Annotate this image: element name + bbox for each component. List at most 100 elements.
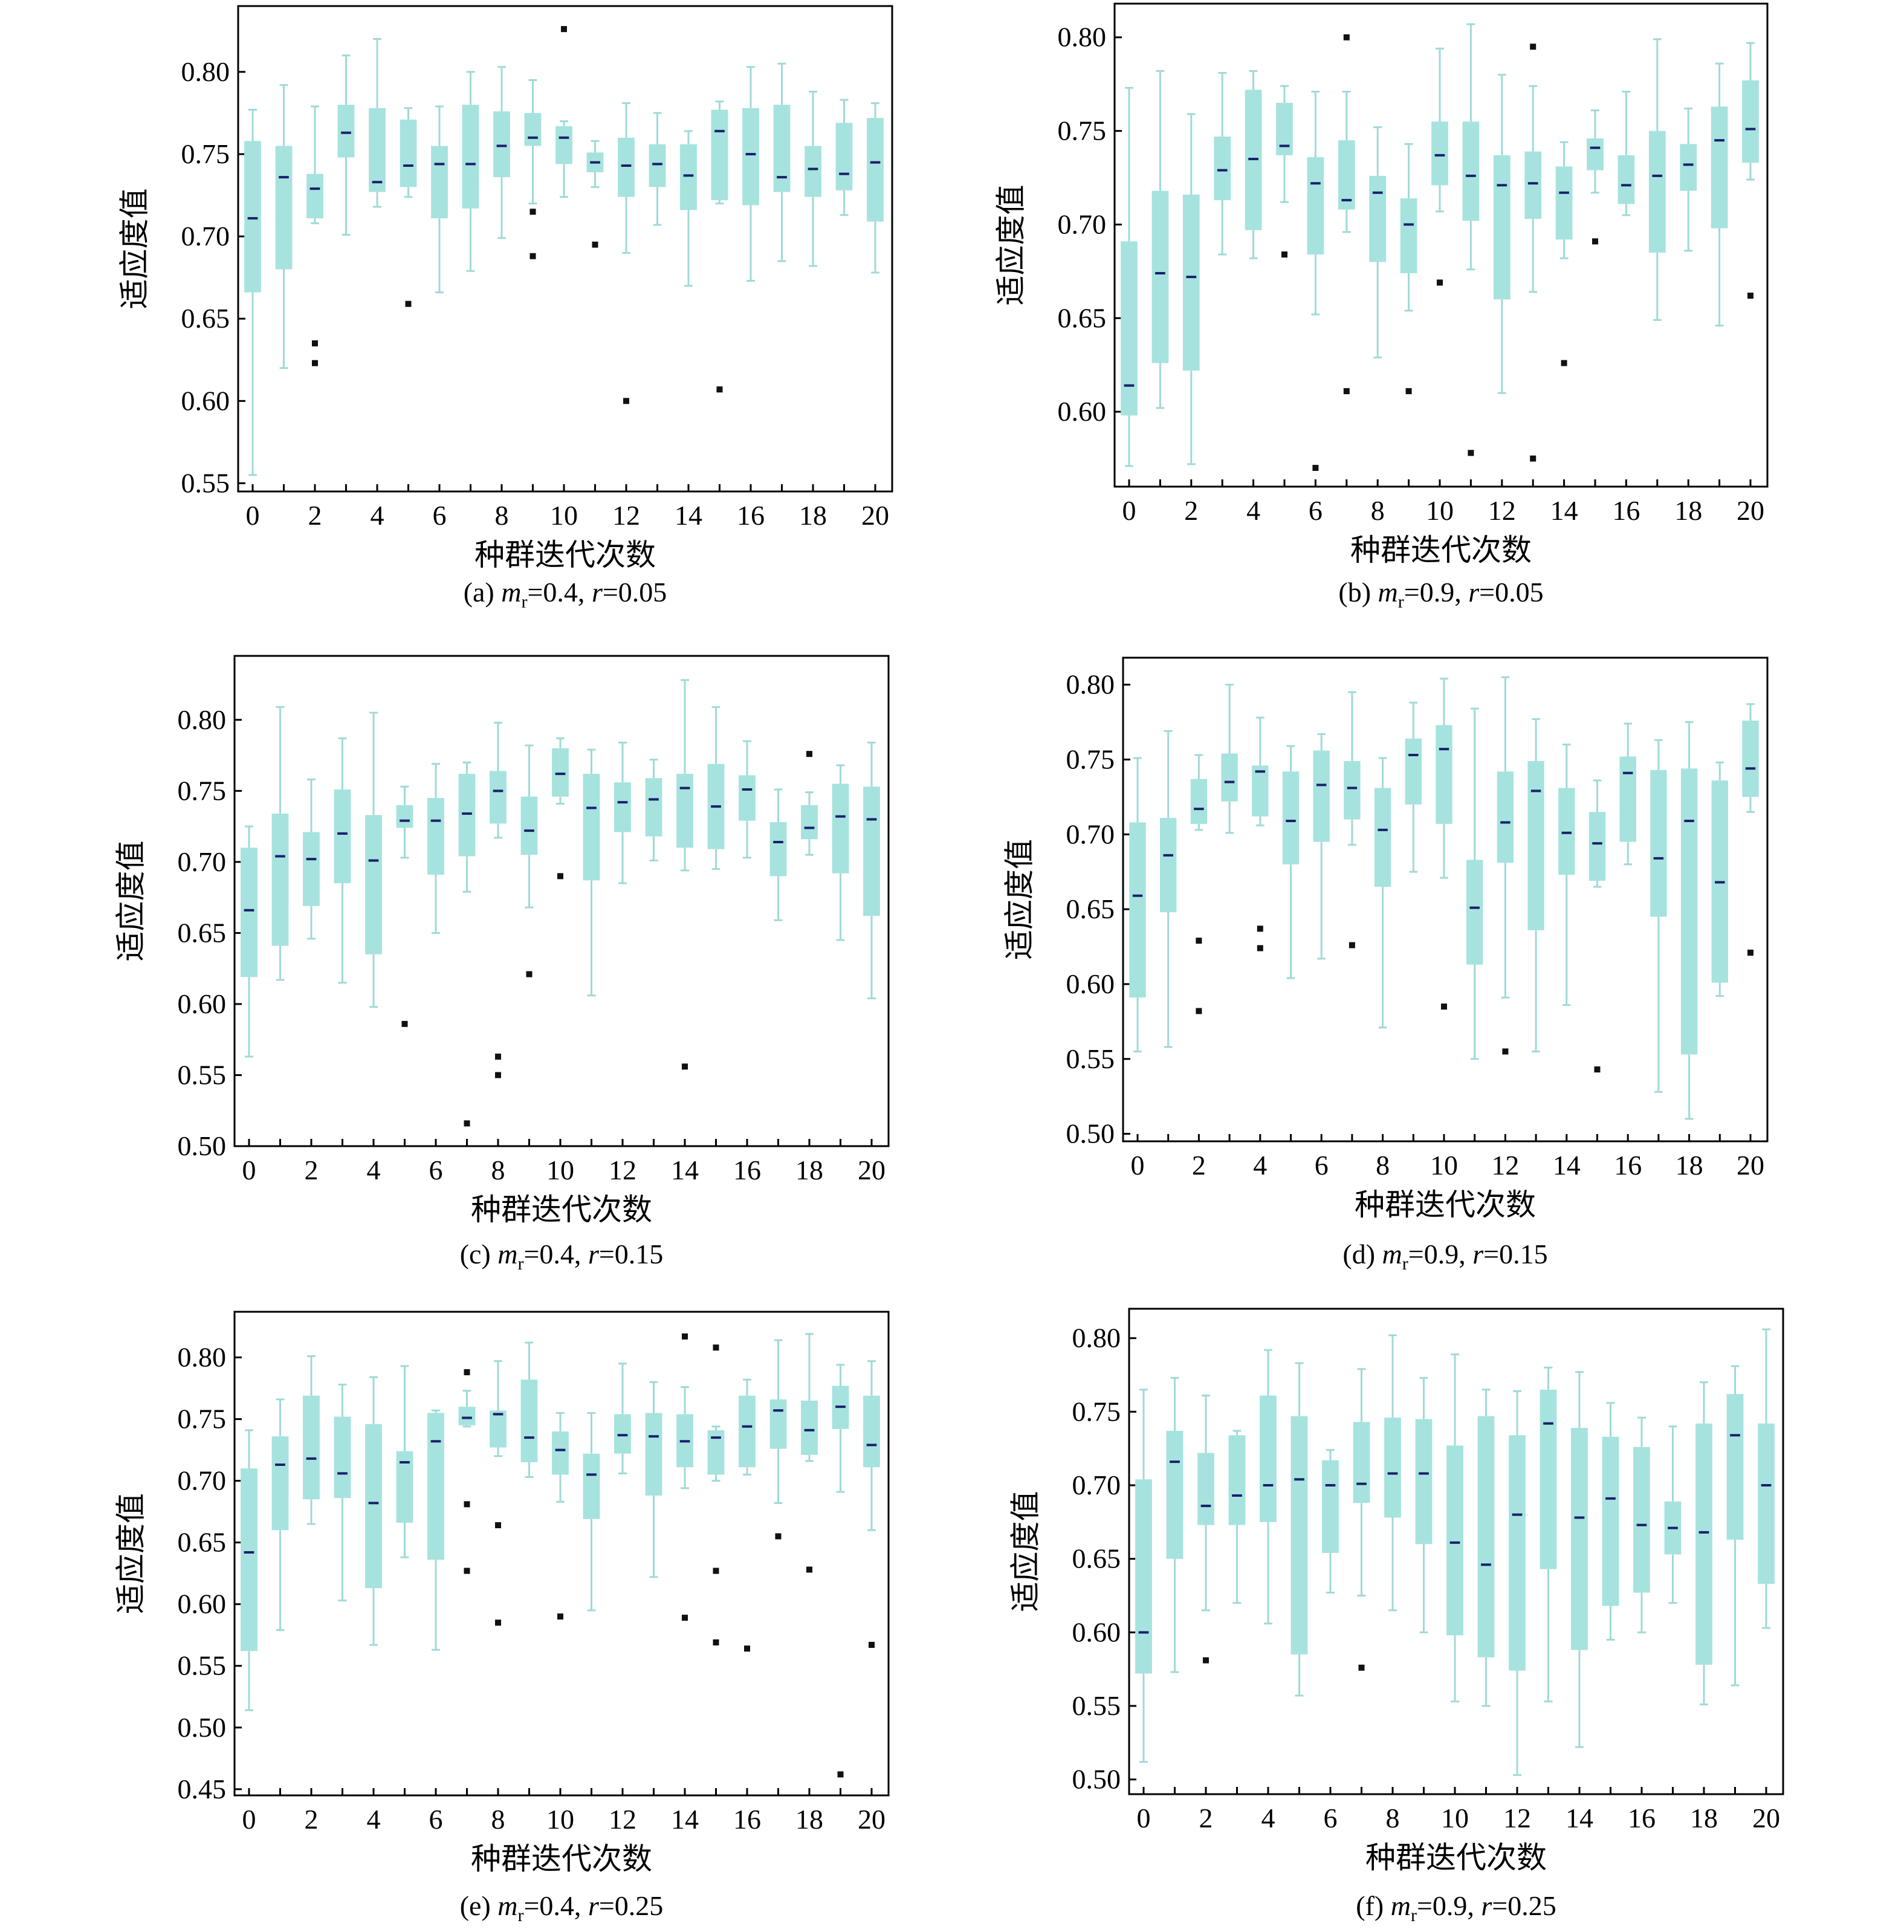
box-iqr — [1400, 198, 1417, 273]
box-4 — [365, 712, 382, 1008]
box-iqr — [520, 796, 538, 855]
box-14 — [680, 130, 697, 287]
y-tick-label: 0.50 — [1066, 1118, 1115, 1149]
box-iqr — [1711, 106, 1728, 229]
panel-f: 0.50 0.55 0.60 0.65 0.70 0.75 0.80 0 2 4 6 8 10 12 14 1… — [1008, 1308, 1784, 1925]
box-iqr — [1353, 1422, 1370, 1503]
x-tick-label: 8 — [1371, 495, 1385, 526]
box-20 — [863, 741, 880, 1000]
x-tick-label: 18 — [1676, 1150, 1703, 1181]
caption-r: r — [588, 1890, 600, 1921]
box-iqr — [1282, 771, 1300, 864]
caption-mid: =0.4, — [523, 1239, 588, 1269]
y-tick-label: 0.55 — [178, 1059, 227, 1090]
box-17 — [1664, 1425, 1682, 1604]
x-tick-label: 14 — [1553, 1150, 1581, 1181]
box-10 — [552, 737, 569, 880]
y-tick-label: 0.70 — [1066, 819, 1115, 849]
outlier-point — [557, 1613, 563, 1620]
x-axis-label: 种群迭代次数 — [1350, 533, 1532, 568]
box-iqr — [1617, 155, 1635, 204]
y-tick-label: 0.80 — [1066, 669, 1115, 700]
outlier-point — [837, 1771, 844, 1778]
box-15 — [1587, 109, 1604, 245]
box-9 — [1415, 1376, 1433, 1633]
box-iqr — [645, 1413, 662, 1496]
box-5 — [1290, 1362, 1308, 1697]
box-iqr — [427, 1413, 444, 1560]
caption-r: r — [1468, 577, 1480, 608]
box-16 — [1633, 1416, 1650, 1633]
box-iqr — [555, 126, 572, 164]
outlier-point — [1441, 1003, 1447, 1010]
box-16 — [1617, 91, 1635, 216]
box-10 — [552, 1412, 569, 1620]
box-iqr — [337, 105, 355, 158]
outlier-point — [1312, 465, 1319, 472]
caption-prefix: (f) — [1356, 1890, 1390, 1921]
outlier-point — [1437, 279, 1443, 286]
box-12 — [1493, 74, 1511, 394]
box-iqr — [334, 789, 351, 884]
y-tick-label: 0.60 — [178, 988, 227, 1019]
box-6 — [431, 105, 448, 294]
box-17 — [769, 788, 787, 921]
x-tick-label: 10 — [546, 1155, 574, 1185]
x-tick-label: 6 — [433, 500, 447, 531]
box-6 — [427, 1409, 444, 1651]
box-iqr — [1214, 136, 1231, 201]
y-tick-label: 0.60 — [1058, 396, 1107, 427]
box-11 — [583, 748, 600, 997]
box-iqr — [1338, 140, 1355, 210]
x-tick-label: 0 — [1131, 1150, 1145, 1181]
x-tick-label: 12 — [1503, 1803, 1531, 1833]
box-iqr — [271, 1436, 289, 1531]
caption-m: m — [1391, 1890, 1411, 1921]
box-iqr — [552, 1431, 569, 1475]
outlier-point — [561, 26, 567, 33]
x-tick-label: 2 — [1184, 495, 1198, 526]
caption-mid: =0.9, — [1408, 1239, 1472, 1269]
outlier-point — [312, 360, 318, 366]
box-12 — [1497, 676, 1514, 1055]
box-iqr — [1369, 175, 1387, 262]
caption-m: m — [497, 1239, 517, 1269]
x-tick-label: 16 — [733, 1804, 761, 1835]
outlier-point — [1257, 925, 1263, 932]
outlier-point — [869, 1642, 875, 1648]
box-iqr — [1527, 760, 1544, 930]
outlier-point — [529, 209, 536, 215]
x-tick-label: 8 — [491, 1804, 505, 1835]
panel-caption: (f) mr=0.9, r=0.25 — [1356, 1890, 1556, 1925]
box-0 — [241, 1429, 257, 1711]
box-iqr — [1619, 756, 1636, 842]
box-iqr — [458, 1407, 476, 1425]
y-tick-label: 0.80 — [178, 1342, 227, 1373]
box-15 — [707, 1344, 725, 1645]
panel-b: 0.60 0.65 0.70 0.75 0.80 0 2 4 6 8 10 12 14 16 18 20 种群迭… — [994, 2, 1769, 612]
box-iqr — [524, 112, 542, 146]
box-2 — [1197, 1395, 1214, 1664]
box-iqr — [1466, 860, 1483, 965]
caption-suffix: =0.25 — [1492, 1890, 1556, 1921]
box-iqr — [1290, 1416, 1308, 1655]
box-5 — [400, 107, 417, 307]
box-0 — [244, 108, 261, 476]
box-8 — [490, 721, 507, 1078]
box-iqr — [867, 118, 884, 222]
box-13 — [1524, 44, 1542, 462]
outlier-point — [1343, 388, 1350, 395]
caption-r: r — [588, 1239, 600, 1269]
caption-sub: r — [517, 1254, 523, 1274]
box-iqr — [1322, 1460, 1339, 1553]
x-tick-label: 4 — [1261, 1803, 1275, 1833]
box-iqr — [1166, 1430, 1184, 1559]
box-iqr — [1415, 1419, 1433, 1545]
x-tick-label: 12 — [609, 1804, 636, 1835]
box-11 — [1466, 707, 1483, 1060]
box-1 — [275, 84, 293, 369]
x-tick-label: 4 — [371, 500, 384, 531]
outlier-point — [1358, 1664, 1365, 1671]
x-tick-label: 16 — [1628, 1803, 1656, 1833]
box-iqr — [1695, 1423, 1712, 1665]
